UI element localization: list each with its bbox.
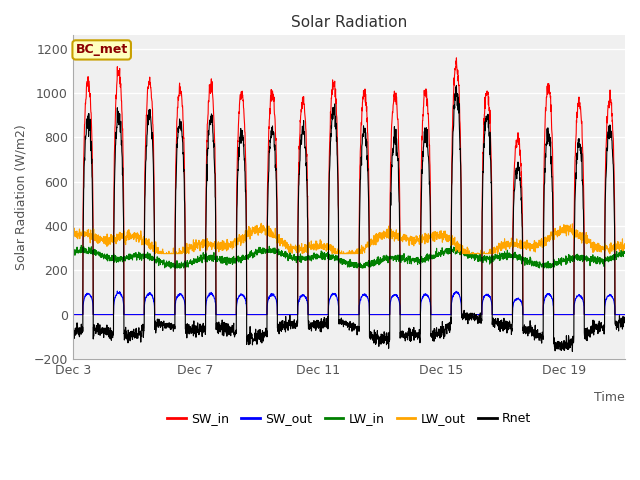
SW_out	[367, 312, 374, 317]
Legend: SW_in, SW_out, LW_in, LW_out, Rnet: SW_in, SW_out, LW_in, LW_out, Rnet	[162, 407, 536, 430]
SW_in	[69, 312, 77, 317]
SW_in	[122, 312, 130, 317]
SW_out	[621, 312, 629, 317]
LW_out	[152, 251, 159, 256]
LW_out	[257, 220, 265, 226]
LW_in	[156, 260, 164, 265]
Line: SW_out: SW_out	[73, 291, 625, 314]
Rnet	[122, 336, 130, 341]
LW_in	[77, 242, 85, 248]
Rnet	[191, 323, 199, 329]
SW_in	[269, 97, 277, 103]
Text: BC_met: BC_met	[76, 43, 128, 57]
SW_in	[367, 312, 374, 317]
LW_out	[550, 237, 558, 242]
SW_out	[156, 312, 164, 317]
SW_out	[191, 312, 199, 317]
SW_in	[191, 312, 199, 317]
Title: Solar Radiation: Solar Radiation	[291, 15, 407, 30]
LW_out	[191, 244, 199, 250]
LW_out	[69, 230, 77, 236]
LW_in	[269, 246, 277, 252]
SW_out	[69, 312, 77, 317]
LW_in	[192, 257, 200, 263]
SW_in	[621, 312, 629, 317]
LW_out	[122, 233, 130, 239]
Line: Rnet: Rnet	[73, 85, 625, 351]
Rnet	[367, 335, 374, 341]
SW_in	[156, 312, 163, 317]
Rnet	[452, 83, 460, 88]
Rnet	[568, 348, 576, 354]
Rnet	[550, 335, 557, 340]
Y-axis label: Solar Radiation (W/m2): Solar Radiation (W/m2)	[15, 124, 28, 270]
SW_in	[452, 55, 460, 61]
Rnet	[621, 320, 629, 326]
LW_in	[123, 255, 131, 261]
LW_out	[367, 237, 374, 242]
LW_in	[367, 261, 374, 267]
SW_out	[550, 312, 557, 317]
SW_out	[113, 288, 121, 294]
LW_out	[621, 241, 629, 247]
SW_out	[269, 292, 277, 298]
SW_out	[123, 312, 131, 317]
LW_out	[269, 231, 277, 237]
Line: SW_in: SW_in	[73, 58, 625, 314]
Rnet	[156, 321, 163, 326]
Text: Time: Time	[595, 391, 625, 404]
Rnet	[69, 330, 77, 336]
LW_in	[621, 249, 629, 254]
LW_out	[156, 250, 164, 256]
LW_in	[166, 265, 174, 271]
Rnet	[269, 132, 277, 137]
Line: LW_in: LW_in	[73, 245, 625, 268]
LW_in	[550, 261, 558, 267]
LW_in	[69, 248, 77, 254]
SW_in	[550, 312, 557, 317]
Line: LW_out: LW_out	[73, 223, 625, 253]
